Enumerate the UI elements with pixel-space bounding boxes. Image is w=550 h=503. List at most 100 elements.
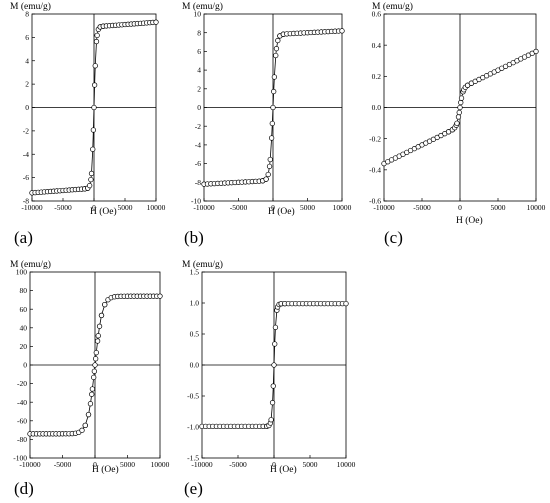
data-point <box>275 37 281 44</box>
y-tick-label: 100 <box>16 268 28 277</box>
y-tick-label: 6 <box>197 47 201 56</box>
y-tick-label: 40 <box>20 323 28 332</box>
x-tick-label: 5000 <box>303 460 318 469</box>
y-tick-label: -1.0 <box>187 423 199 432</box>
data-point <box>92 362 98 368</box>
y-tick-label: 0.6 <box>372 10 382 19</box>
chart-panel-3: -0.6 -0.4 -0.2 0.0 0.2 0.4 0.6 -10000 -5000 0 5000… <box>369 1 546 247</box>
x-tick-label: -5000 <box>229 460 247 469</box>
y-tick-label: 8 <box>25 10 29 19</box>
y-tick-label: 0.2 <box>372 72 382 81</box>
data-point <box>157 293 163 299</box>
y-tick-label: -6 <box>23 173 29 182</box>
data-point <box>339 28 345 34</box>
chart-panel-4: -100 -80 -60 -40 -20 0 20 40 60 80 100 -10000 -5000 0… <box>10 259 170 498</box>
data-point <box>343 300 349 307</box>
x-axis-title: H (Oe) <box>268 206 295 217</box>
data-point <box>93 38 100 45</box>
data-point <box>263 176 269 182</box>
y-tick-label: 0.5 <box>190 330 200 339</box>
data-point <box>92 63 98 69</box>
y-tick-label: -0.2 <box>369 134 381 143</box>
data-point <box>533 48 539 55</box>
y-tick-label: -0.5 <box>187 392 199 401</box>
data-point <box>268 135 275 141</box>
y-tick-label: -6 <box>195 159 201 168</box>
data-point <box>270 104 276 111</box>
data-point <box>94 32 100 39</box>
y-axis-title: M (emu/g) <box>182 259 223 270</box>
y-axis-title: M (emu/g) <box>182 1 223 12</box>
y-tick-label: 6 <box>25 33 29 42</box>
data-point <box>271 74 278 80</box>
data-point <box>457 104 463 111</box>
data-point <box>270 383 276 389</box>
x-tick-label: 5000 <box>300 203 315 212</box>
x-tick-label: 10000 <box>333 203 352 212</box>
y-tick-label: -10 <box>191 197 201 206</box>
panel-label: (a) <box>14 228 33 247</box>
data-point <box>89 386 96 392</box>
chart-panel-1: -8 -6 -4 -2 0 2 4 6 8 -10000 -5000 0 5000 10000 M (emu… <box>10 1 166 247</box>
y-tick-label: -60 <box>17 416 27 425</box>
chart-panel-2: -10 -8 -6 -4 -2 0 2 4 6 8 10 -10000 -5000 0 5000 10000 M… <box>182 1 352 247</box>
panel-label: (d) <box>14 479 34 498</box>
x-tick-label: 0 <box>458 203 462 212</box>
y-tick-label: 1.5 <box>190 268 200 277</box>
y-tick-label: 1.0 <box>190 299 200 308</box>
data-point <box>88 170 95 177</box>
data-point <box>273 52 279 59</box>
data-point <box>82 422 88 429</box>
x-tick-label: 10000 <box>147 203 166 212</box>
data-point <box>91 104 97 111</box>
y-tick-label: -1.5 <box>187 454 199 463</box>
data-point <box>456 109 462 116</box>
y-tick-label: 80 <box>20 286 28 295</box>
data-point <box>271 88 277 95</box>
data-point <box>265 171 271 178</box>
x-tick-label: -10000 <box>19 460 40 469</box>
y-tick-label: 10 <box>194 10 202 19</box>
data-point <box>95 333 101 339</box>
y-axis-title: M (emu/g) <box>10 259 51 270</box>
x-tick-label: -10000 <box>373 203 394 212</box>
data-point <box>458 99 464 106</box>
data-point <box>93 349 99 356</box>
data-point <box>271 362 277 368</box>
panel-label: (e) <box>184 479 203 498</box>
data-point <box>454 120 460 126</box>
data-point <box>87 182 93 189</box>
data-point <box>455 114 462 120</box>
y-tick-label: -0.4 <box>369 165 381 174</box>
x-axis-title: H (Oe) <box>90 206 117 217</box>
x-tick-label: 10000 <box>337 460 356 469</box>
data-point <box>269 399 276 406</box>
x-tick-label: 0 <box>93 460 97 469</box>
y-axis-title: M (emu/g) <box>10 1 51 12</box>
x-tick-label: 5000 <box>118 203 133 212</box>
x-tick-label: 10000 <box>151 460 170 469</box>
y-tick-label: -8 <box>195 178 201 187</box>
data-point <box>269 120 275 127</box>
data-point <box>98 312 105 319</box>
data-point <box>272 341 278 347</box>
y-tick-label: 8 <box>197 28 201 37</box>
x-axis-title: H (Oe) <box>92 464 119 475</box>
y-tick-label: -0.6 <box>369 197 381 206</box>
y-tick-label: 60 <box>20 305 28 314</box>
y-tick-label: -4 <box>23 150 29 159</box>
x-tick-label: 5000 <box>491 203 506 212</box>
data-point <box>273 45 280 52</box>
data-point <box>90 146 96 152</box>
y-tick-label: 0 <box>23 361 27 370</box>
data-point <box>79 427 85 433</box>
y-tick-label: 0 <box>197 103 201 112</box>
y-tick-label: -4 <box>195 141 201 150</box>
x-tick-label: -10000 <box>21 203 42 212</box>
y-tick-label: -20 <box>17 379 27 388</box>
x-axis-title: H (Oe) <box>270 464 297 475</box>
y-tick-label: 0.0 <box>372 103 382 112</box>
x-tick-label: -5000 <box>54 460 72 469</box>
panel-label: (b) <box>184 228 204 247</box>
